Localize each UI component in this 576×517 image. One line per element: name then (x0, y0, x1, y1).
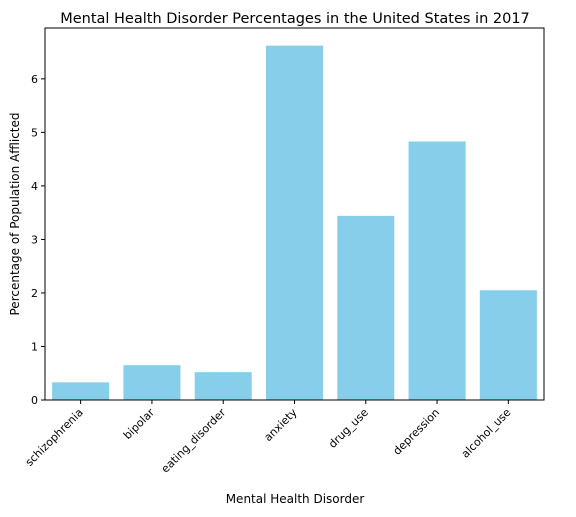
bar-depression (408, 141, 466, 400)
x-tick-label: drug_use (326, 406, 371, 451)
y-tick-label: 2 (31, 287, 38, 300)
bar-schizophrenia (52, 382, 110, 400)
bar-alcohol-use (479, 290, 537, 400)
x-tick-label: alcohol_use (459, 406, 514, 461)
chart-title: Mental Health Disorder Percentages in th… (60, 11, 530, 27)
plot-frame (44, 27, 545, 401)
bar-eating-disorder (194, 372, 252, 400)
y-tick-label: 5 (31, 126, 38, 139)
x-tick-label: schizophrenia (23, 406, 86, 469)
plot-area: 0 1 2 3 4 5 6 schizophrenia bipolar eating_disord… (23, 45, 537, 476)
y-tick-label: 4 (31, 180, 38, 193)
y-tick-label: 6 (31, 73, 38, 86)
x-tick-label: eating_disorder (159, 406, 229, 476)
x-axis-label: Mental Health Disorder (226, 492, 365, 506)
bar-drug-use (337, 215, 395, 400)
x-tick-label: depression (391, 406, 443, 458)
y-tick-label: 0 (31, 394, 38, 407)
bar-anxiety (265, 45, 324, 400)
y-axis-label: Percentage of Population Afflicted (8, 112, 22, 315)
x-tick-label: anxiety (262, 406, 300, 444)
y-tick-label: 1 (31, 340, 38, 353)
bar-bipolar (123, 365, 181, 400)
x-tick-label: bipolar (121, 406, 157, 442)
y-tick-label: 3 (31, 233, 38, 246)
